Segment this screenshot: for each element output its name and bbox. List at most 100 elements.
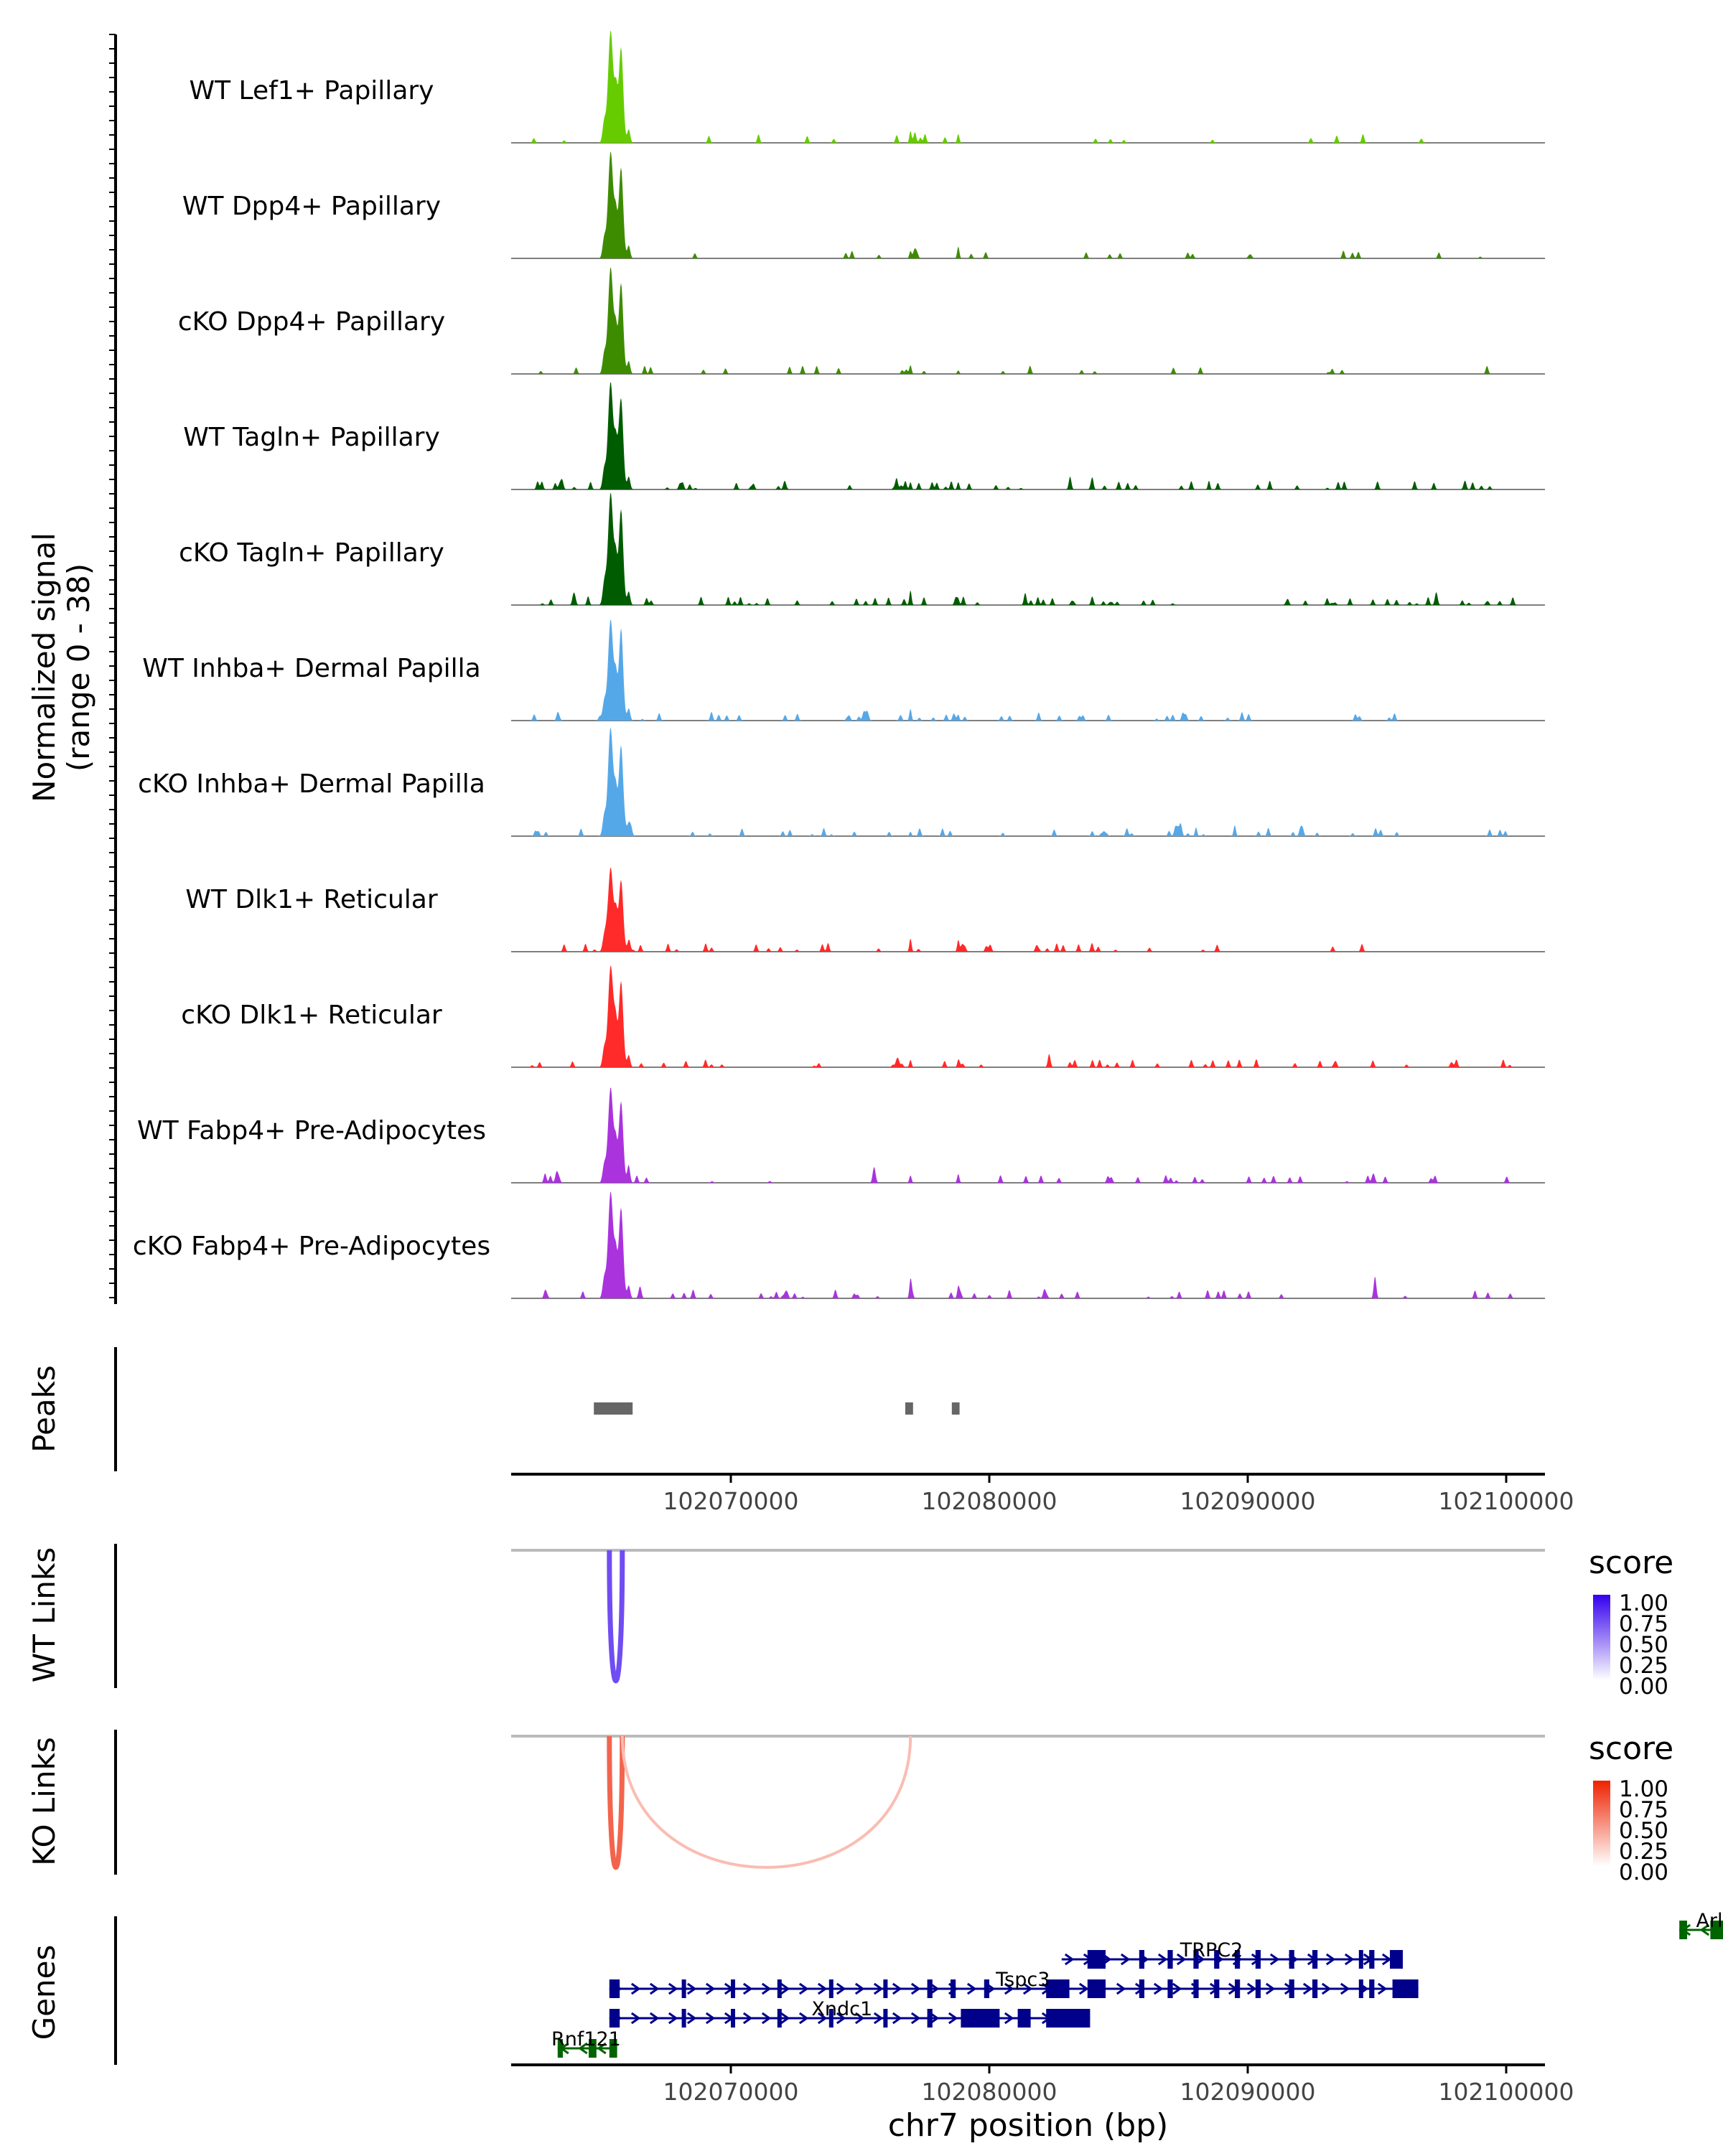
gene-strand-arrow: [1377, 1982, 1388, 1995]
gene-model: Tspc3: [609, 1969, 1419, 1998]
coverage-track-label: WT Dpp4+ Papillary: [182, 192, 441, 221]
gene-strand-arrow: [1172, 1982, 1182, 1995]
gene-strand-arrow: [892, 2012, 902, 2025]
gene-exon: [883, 1979, 888, 1998]
gene-strand-arrow: [817, 1982, 828, 1995]
gene-exon: [927, 1979, 933, 1998]
gene-exon: [1214, 1950, 1220, 1969]
gene-exon: [1235, 1979, 1241, 1998]
gene-strand-arrow: [668, 1982, 678, 1995]
gene-strand-arrow: [761, 1982, 772, 1995]
coverage-track-label: cKO Fabp4+ Pre-Adipocytes: [133, 1232, 490, 1261]
gene-exon: [609, 2039, 617, 2058]
gene-exon: [681, 1979, 686, 1998]
wt-links-label: WT Links: [27, 1547, 62, 1682]
gene-strand-arrow: [1004, 2012, 1014, 2025]
peak-region: [951, 1402, 960, 1415]
coverage-track-label: cKO Inhba+ Dermal Papilla: [138, 769, 485, 799]
gene-exon: [1139, 1979, 1144, 1998]
gene-strand-arrow: [1344, 1953, 1355, 1966]
gene-name-label: Xndc1: [811, 1998, 872, 2020]
gene-exon: [681, 2009, 686, 2028]
gene-exon: [1193, 1979, 1199, 1998]
gene-strand-arrow: [1381, 1953, 1392, 1966]
x-axis-tick-label: 102070000: [663, 1487, 799, 1515]
gene-strand-arrow: [929, 2012, 940, 2025]
link-arc: [620, 1735, 912, 1869]
gene-exon: [1710, 1921, 1723, 1939]
gene-exon: [1235, 1950, 1241, 1969]
peak-region: [905, 1402, 913, 1415]
coverage-ylabel-line2: (range 0 - 38): [61, 563, 96, 772]
ko-link-arcs: [607, 1735, 912, 1870]
gene-name-label: TRPC2: [1180, 1939, 1243, 1962]
gene-exon: [557, 2039, 563, 2058]
x-axis-tick-label: 102100000: [1439, 1487, 1574, 1515]
wt-links-legend-colorbar: [1593, 1595, 1610, 1680]
gene-exon: [1214, 1979, 1220, 1998]
gene-model: Rnf121: [551, 2028, 621, 2058]
gene-exon: [777, 2009, 782, 2028]
gene-strand-arrow: [1022, 1982, 1033, 1995]
coverage-signal-area: [511, 1087, 1545, 1183]
ko-links-panel: KO Links score 1.000.750.500.250.00: [27, 1730, 1673, 1885]
gene-strand-arrow: [798, 1982, 809, 1995]
coverage-signal-area: [511, 965, 1545, 1067]
coverage-track: cKO Inhba+ Dermal Papilla: [138, 728, 1545, 837]
coverage-signal-area: [511, 1191, 1545, 1298]
gene-strand-arrow: [686, 2012, 697, 2025]
gene-strand-arrow: [649, 1982, 660, 1995]
gene-strand-arrow: [1265, 1982, 1276, 1995]
coverage-signal-area: [511, 30, 1545, 143]
legend-tick-label: 0.75: [1619, 1611, 1668, 1637]
coverage-signal-area: [511, 382, 1545, 489]
coverage-track-label: WT Lef1+ Papillary: [190, 76, 434, 106]
gene-strand-arrow: [1302, 1982, 1313, 1995]
gene-strand-arrow: [1120, 1953, 1131, 1966]
gene-strand-arrow: [929, 1982, 940, 1995]
peaks-x-axis: 102070000 102080000 102090000 102100000: [663, 1474, 1574, 1515]
gene-strand-arrow: [1078, 1982, 1089, 1995]
x-axis-tick-label: 102100000: [1439, 2078, 1574, 2106]
coverage-track: cKO Tagln+ Papillary: [179, 492, 1545, 606]
gene-strand-arrow: [836, 2012, 846, 2025]
gene-exon: [1312, 1950, 1318, 1969]
gene-strand-arrow: [1325, 1953, 1336, 1966]
gene-strand-arrow: [649, 2012, 660, 2025]
gene-exon: [1255, 1950, 1261, 1969]
gene-strand-arrow: [780, 1982, 790, 1995]
ko-links-legend-colorbar: [1593, 1781, 1610, 1866]
coverage-tracks: WT Lef1+ Papillary WT Dpp4+ Papillary cKO …: [133, 30, 1545, 1299]
gene-strand-arrow: [910, 2012, 921, 2025]
legend-tick-label: 1.00: [1619, 1776, 1668, 1802]
wt-links-legend-title: score: [1589, 1545, 1673, 1581]
gene-exon: [1167, 1979, 1173, 1998]
gene-strand-arrow: [798, 2012, 809, 2025]
coverage-panel: Normalized signal (range 0 - 38) WT Lef1…: [27, 30, 1545, 1304]
gene-exon: [609, 1979, 620, 1998]
gene-exon: [951, 1979, 956, 1998]
gene-strand-arrow: [817, 2012, 828, 2025]
coverage-track: WT Dpp4+ Papillary: [182, 151, 1545, 259]
gene-exon: [731, 1979, 735, 1998]
gene-strand-arrow: [854, 2012, 865, 2025]
legend-tick-label: 0.00: [1619, 1674, 1668, 1700]
x-axis-tick-label: 102090000: [1180, 1487, 1316, 1515]
gene-strand-arrow: [780, 2012, 790, 2025]
gene-exon: [777, 1979, 782, 1998]
gene-strand-arrow: [910, 1982, 921, 1995]
gene-name-label: Rnf121: [551, 2028, 621, 2050]
gene-strand-arrow: [966, 1982, 977, 1995]
coverage-track-label: WT Dlk1+ Reticular: [185, 885, 437, 914]
gene-strand-arrow: [705, 2012, 716, 2025]
genes-x-axis: 102070000 102080000 102090000 102100000: [663, 2065, 1574, 2106]
gene-exon: [1017, 2009, 1031, 2028]
peak-regions: [594, 1402, 960, 1415]
ko-links-label: KO Links: [27, 1737, 62, 1866]
gene-exon: [828, 2009, 834, 2028]
legend-tick-label: 1.00: [1619, 1590, 1668, 1616]
gene-exon: [1679, 1921, 1687, 1939]
coverage-ylabel-line1: Normalized signal: [27, 533, 62, 802]
gene-strand-arrow: [1116, 1982, 1126, 1995]
